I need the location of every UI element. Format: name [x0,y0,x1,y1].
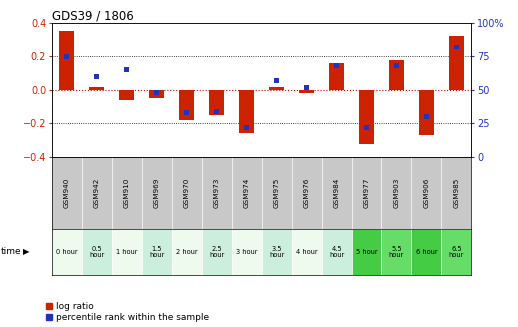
Text: time: time [1,247,21,256]
Bar [411,229,441,275]
Bar [292,229,322,275]
Bar [304,85,309,90]
Bar [52,229,82,275]
Text: 6 hour: 6 hour [415,249,437,255]
Text: 4 hour: 4 hour [296,249,318,255]
Bar [184,111,190,115]
Text: GSM984: GSM984 [334,178,339,208]
Bar [381,229,411,275]
Bar [299,90,314,93]
Bar [449,36,464,90]
Text: 1.5
hour: 1.5 hour [149,246,164,258]
Bar [394,63,399,68]
Text: GSM969: GSM969 [154,178,160,208]
Text: GSM970: GSM970 [184,178,190,208]
Text: 3.5
hour: 3.5 hour [269,246,284,258]
Bar [329,63,344,90]
Bar [359,90,374,144]
Text: GSM942: GSM942 [94,178,100,208]
Bar [179,90,194,120]
Text: 2 hour: 2 hour [176,249,197,255]
Text: GSM903: GSM903 [394,178,399,208]
Bar [171,229,202,275]
Bar [322,229,352,275]
Text: 0 hour: 0 hour [56,249,78,255]
Bar [94,74,99,79]
Bar [441,229,471,275]
Text: 5 hour: 5 hour [356,249,377,255]
Text: 1 hour: 1 hour [116,249,137,255]
Bar [214,109,219,114]
Text: 0.5
hour: 0.5 hour [89,246,105,258]
Text: GDS39 / 1806: GDS39 / 1806 [52,10,134,23]
Text: GSM975: GSM975 [274,178,280,208]
Text: GSM940: GSM940 [64,178,70,208]
Bar [274,78,279,83]
Text: 5.5
hour: 5.5 hour [389,246,404,258]
Bar [124,67,130,72]
Text: GSM976: GSM976 [304,178,310,208]
Bar [202,229,232,275]
Bar [209,90,224,115]
Bar [334,63,339,68]
Bar [239,90,254,133]
Text: 2.5
hour: 2.5 hour [209,246,224,258]
Bar [82,229,112,275]
Bar [89,87,104,90]
Bar [389,60,404,90]
Bar [424,114,429,119]
Text: GSM973: GSM973 [213,178,220,208]
Text: GSM985: GSM985 [453,178,459,208]
Text: GSM910: GSM910 [124,178,130,208]
Text: GSM974: GSM974 [243,178,250,208]
Text: 3 hour: 3 hour [236,249,257,255]
Bar [142,229,171,275]
Bar [269,87,284,90]
Legend: log ratio, percentile rank within the sample: log ratio, percentile rank within the sa… [46,302,209,322]
Bar [419,90,434,135]
Bar [119,90,134,100]
Bar [244,125,249,130]
Bar [262,229,292,275]
Bar [64,54,69,59]
Bar [364,125,369,130]
Text: 4.5
hour: 4.5 hour [329,246,344,258]
Bar [154,90,160,95]
Bar [454,45,459,49]
Text: GSM906: GSM906 [423,178,429,208]
Bar [232,229,262,275]
Bar [149,90,164,98]
Bar [59,31,74,90]
Text: ▶: ▶ [23,247,30,256]
Text: 6.5
hour: 6.5 hour [449,246,464,258]
Bar [352,229,381,275]
Text: GSM977: GSM977 [364,178,369,208]
Bar [112,229,142,275]
